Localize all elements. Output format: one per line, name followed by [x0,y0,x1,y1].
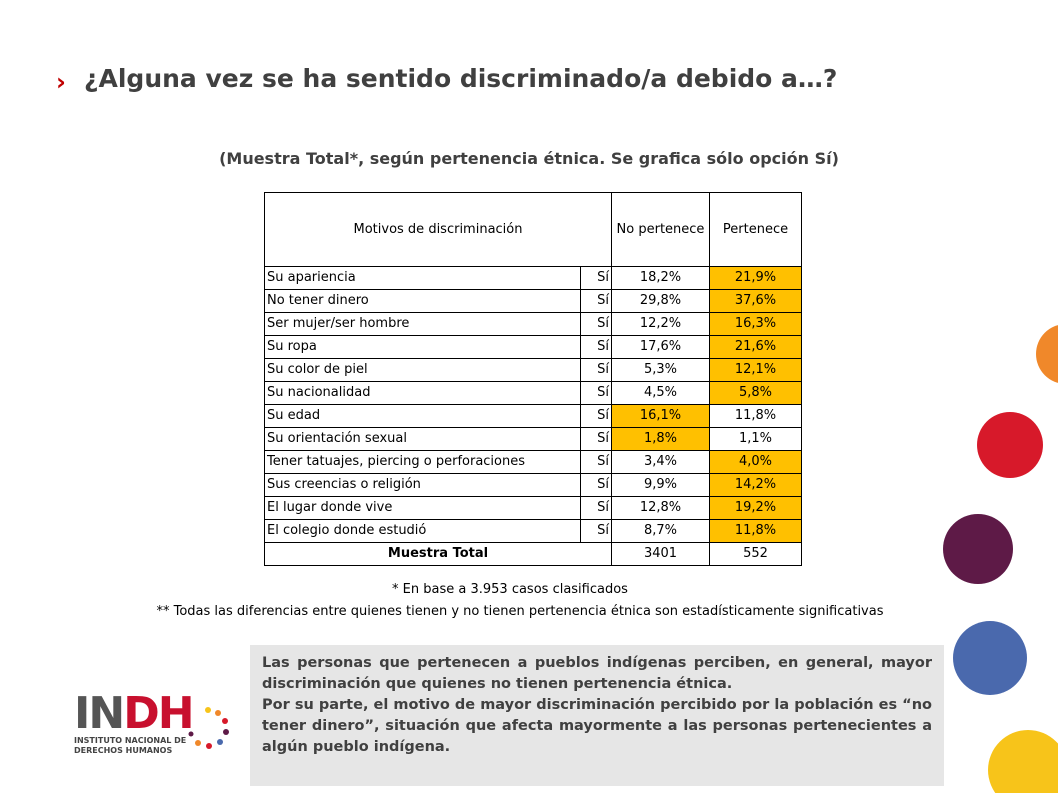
option-cell: Sí [579,266,613,290]
motivo-cell: Su apariencia [264,266,581,290]
option-cell: Sí [579,519,613,543]
table-row: Su orientación sexual Sí 1,8% 1,1% [264,427,802,451]
value-cell: 3,4% [611,450,710,474]
title: ¿Alguna vez se ha sentido discriminado/a… [84,64,838,93]
motivo-cell: Su nacionalidad [264,381,581,405]
value-cell: 18,2% [611,266,710,290]
option-cell: Sí [579,404,613,428]
motivo-cell: Tener tatuajes, piercing o perforaciones [264,450,581,474]
table-row: Su color de piel Sí 5,3% 12,1% [264,358,802,382]
option-cell: Sí [579,496,613,520]
value-cell: 1,1% [709,427,802,451]
value-cell: 5,8% [709,381,802,405]
value-cell: 4,0% [709,450,802,474]
table: Motivos de discriminación No pertenece P… [264,192,802,566]
value-cell: 11,8% [709,519,802,543]
value-cell: 3401 [611,542,710,566]
option-cell: Sí [579,450,613,474]
option-cell: Sí [579,427,613,451]
subtitle: (Muestra Total*, según pertenencia étnic… [219,149,839,168]
value-cell: 16,1% [611,404,710,428]
value-cell: 12,2% [611,312,710,336]
value-cell: 4,5% [611,381,710,405]
value-cell: 8,7% [611,519,710,543]
value-cell: 552 [709,542,802,566]
total-label: Muestra Total [264,542,612,566]
option-cell: Sí [579,381,613,405]
table-row: Su ropa Sí 17,6% 21,6% [264,335,802,359]
value-cell: 16,3% [709,312,802,336]
table-row: El lugar donde vive Sí 12,8% 19,2% [264,496,802,520]
value-cell: 17,6% [611,335,710,359]
table-row: El colegio donde estudió Sí 8,7% 11,8% [264,519,802,543]
summary-text: Por su parte, el motivo de mayor discrim… [262,697,932,755]
logo: INDH INSTITUTO NACIONAL DE DERECHOS HUMA… [74,692,229,756]
footnote: ** Todas las diferencias entre quienes t… [156,604,884,619]
motivo-cell: Su edad [264,404,581,428]
option-cell: Sí [579,289,613,313]
motivo-cell: Sus creencias o religión [264,473,581,497]
summary-box: Las personas que pertenecen a pueblos in… [250,645,944,786]
column-header: Pertenece [709,192,802,267]
table-row: Su nacionalidad Sí 4,5% 5,8% [264,381,802,405]
motivo-cell: Su orientación sexual [264,427,581,451]
footnote: * En base a 3.953 casos clasificados [392,582,628,597]
column-header: Motivos de discriminación [264,192,612,267]
value-cell: 5,3% [611,358,710,382]
logo-text: DERECHOS HUMANOS [74,746,173,755]
table-row: Ser mujer/ser hombre Sí 12,2% 16,3% [264,312,802,336]
value-cell: 12,8% [611,496,710,520]
value-cell: 21,9% [709,266,802,290]
value-cell: 29,8% [611,289,710,313]
logo-text: INSTITUTO NACIONAL DE [74,736,187,745]
column-header: No pertenece [611,192,710,267]
option-cell: Sí [579,335,613,359]
logo-mark: IN [74,688,125,739]
logo-mark: DH [123,688,194,739]
table-row: No tener dinero Sí 29,8% 37,6% [264,289,802,313]
option-cell: Sí [579,358,613,382]
option-cell: Sí [579,473,613,497]
value-cell: 9,9% [611,473,710,497]
table-row: Tener tatuajes, piercing o perforaciones… [264,450,802,474]
value-cell: 1,8% [611,427,710,451]
motivo-cell: El lugar donde vive [264,496,581,520]
value-cell: 21,6% [709,335,802,359]
value-cell: 19,2% [709,496,802,520]
value-cell: 11,8% [709,404,802,428]
total-row: Muestra Total 3401 552 [264,542,802,566]
table-row: Su edad Sí 16,1% 11,8% [264,404,802,428]
motivo-cell: No tener dinero [264,289,581,313]
value-cell: 37,6% [709,289,802,313]
option-cell: Sí [579,312,613,336]
value-cell: 12,1% [709,358,802,382]
logo-dots [188,707,229,749]
value-cell: 14,2% [709,473,802,497]
motivo-cell: Su color de piel [264,358,581,382]
motivo-cell: Ser mujer/ser hombre [264,312,581,336]
motivo-cell: El colegio donde estudió [264,519,581,543]
motivo-cell: Su ropa [264,335,581,359]
bullet: › [56,68,66,96]
table-row: Su apariencia Sí 18,2% 21,9% [264,266,802,290]
summary-text: Las personas que pertenecen a pueblos in… [262,655,932,692]
table-row: Sus creencias o religión Sí 9,9% 14,2% [264,473,802,497]
